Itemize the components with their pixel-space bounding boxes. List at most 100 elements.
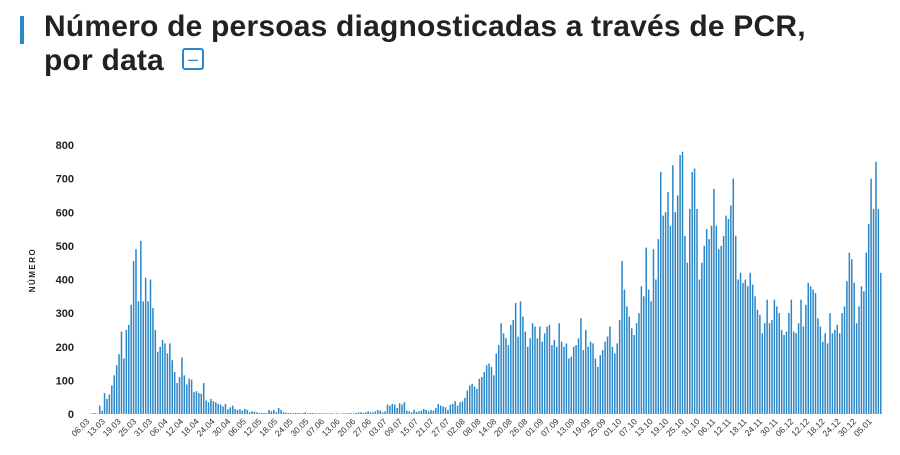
bar bbox=[548, 324, 551, 414]
bar bbox=[664, 212, 667, 414]
bar bbox=[171, 360, 174, 414]
bar bbox=[761, 333, 764, 414]
bar bbox=[464, 397, 466, 414]
bar bbox=[655, 279, 657, 414]
bar bbox=[507, 345, 510, 414]
bar bbox=[681, 151, 684, 415]
bar bbox=[103, 393, 106, 414]
bar bbox=[519, 301, 522, 414]
bar bbox=[836, 324, 839, 414]
bar bbox=[585, 329, 587, 414]
bar bbox=[183, 375, 186, 414]
bar bbox=[348, 412, 350, 414]
bar bbox=[222, 406, 224, 414]
bar bbox=[130, 304, 132, 414]
bar bbox=[316, 413, 319, 414]
bar bbox=[149, 279, 152, 414]
bar bbox=[510, 324, 512, 414]
bar bbox=[684, 235, 686, 414]
bar bbox=[335, 413, 338, 414]
bar bbox=[640, 286, 643, 414]
bar bbox=[391, 403, 394, 414]
bar bbox=[623, 289, 626, 414]
bar bbox=[744, 279, 747, 414]
bar bbox=[841, 313, 843, 415]
bar bbox=[759, 314, 761, 414]
bar bbox=[802, 326, 805, 414]
y-tick-label: 800 bbox=[56, 140, 74, 152]
bar bbox=[181, 357, 183, 414]
bar bbox=[439, 405, 442, 414]
bar bbox=[459, 402, 461, 414]
bar bbox=[205, 400, 207, 414]
bar bbox=[273, 409, 275, 414]
bar bbox=[865, 252, 868, 414]
bar bbox=[556, 346, 558, 414]
bar bbox=[186, 384, 188, 414]
collapse-button[interactable]: – bbox=[181, 48, 204, 71]
bar bbox=[570, 356, 573, 414]
bar bbox=[633, 334, 635, 414]
bar bbox=[188, 378, 190, 414]
bar bbox=[362, 412, 365, 414]
bar bbox=[152, 308, 154, 414]
bar bbox=[285, 412, 287, 414]
bar bbox=[331, 413, 333, 414]
title-line-2-text: por data bbox=[44, 44, 164, 77]
bar bbox=[485, 365, 488, 414]
page-title: Número de persoas diagnosticadas a travé… bbox=[44, 10, 806, 78]
bar bbox=[478, 378, 481, 414]
bar bbox=[618, 319, 621, 414]
bar bbox=[207, 402, 210, 414]
bar bbox=[178, 377, 181, 414]
bar bbox=[819, 326, 822, 414]
bar bbox=[386, 404, 389, 414]
bar bbox=[265, 412, 268, 414]
bar bbox=[860, 286, 863, 414]
bar bbox=[669, 225, 672, 414]
bar bbox=[140, 240, 142, 414]
bar bbox=[198, 393, 200, 414]
bar bbox=[708, 239, 710, 414]
bar bbox=[314, 413, 316, 414]
title-line-2: por data – bbox=[44, 44, 806, 78]
bar bbox=[652, 249, 655, 414]
bar bbox=[838, 333, 841, 414]
bar bbox=[137, 301, 140, 414]
bar bbox=[739, 272, 742, 414]
y-tick-label: 300 bbox=[56, 308, 74, 320]
bar bbox=[147, 301, 149, 414]
bar bbox=[442, 406, 444, 414]
bar bbox=[384, 411, 386, 414]
bar bbox=[246, 409, 248, 414]
bar bbox=[260, 412, 263, 414]
bar bbox=[558, 323, 560, 414]
bar bbox=[468, 385, 471, 414]
bar bbox=[531, 323, 534, 414]
bar bbox=[169, 343, 171, 414]
bar bbox=[263, 412, 265, 414]
bar bbox=[674, 212, 676, 414]
bar bbox=[275, 412, 277, 414]
bar bbox=[154, 329, 157, 414]
bar bbox=[657, 239, 660, 414]
bar bbox=[577, 338, 580, 414]
bar bbox=[244, 408, 246, 414]
bar bbox=[572, 346, 575, 414]
bar bbox=[193, 392, 195, 414]
bar bbox=[715, 225, 718, 414]
bar bbox=[650, 301, 652, 414]
y-axis-label: NÚMERO bbox=[28, 248, 37, 293]
bar bbox=[551, 345, 553, 414]
bar bbox=[826, 343, 829, 414]
bar bbox=[135, 249, 137, 414]
bar bbox=[461, 401, 464, 414]
bar bbox=[875, 161, 877, 414]
bar bbox=[817, 318, 819, 414]
bar bbox=[493, 375, 495, 414]
bar bbox=[858, 306, 860, 414]
bar bbox=[488, 363, 490, 414]
bar bbox=[91, 413, 94, 414]
bar bbox=[609, 326, 611, 414]
bar bbox=[251, 411, 253, 414]
